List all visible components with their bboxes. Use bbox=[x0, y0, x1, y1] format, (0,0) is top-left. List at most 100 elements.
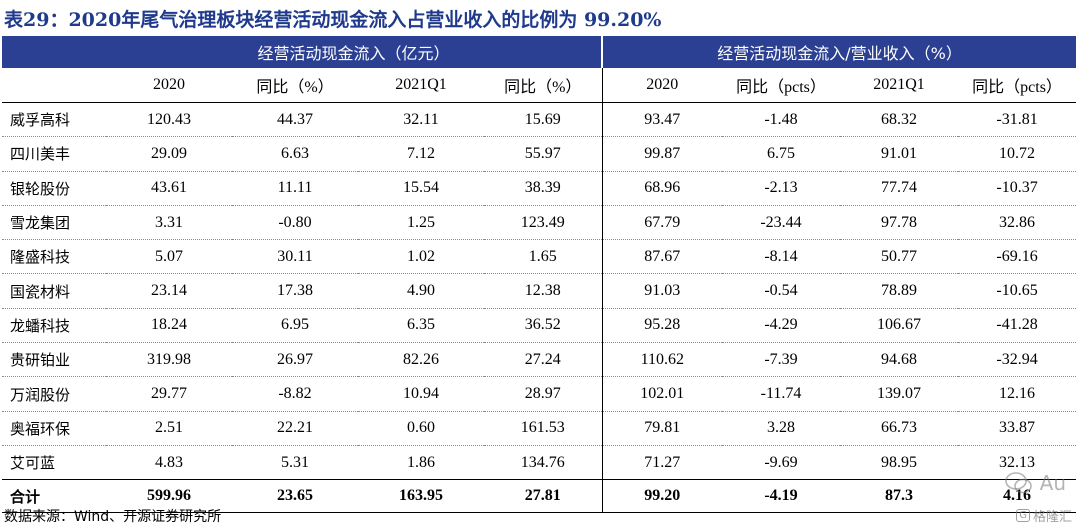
table-row: 龙蟠科技 18.24 6.95 6.35 36.52 95.28 -4.29 106.67 -4… bbox=[2, 308, 1077, 344]
total-cell: 23.65 bbox=[232, 479, 358, 514]
table-row: 四川美丰 29.09 6.63 7.12 55.97 99.87 6.75 91.01 10.7… bbox=[2, 136, 1077, 172]
table-cell: 36.52 bbox=[484, 308, 603, 344]
company-name: 万润股份 bbox=[2, 376, 106, 412]
total-cell: 99.20 bbox=[601, 479, 723, 514]
table-cell: 32.11 bbox=[358, 102, 484, 138]
table-cell: 23.14 bbox=[106, 273, 232, 309]
column-header: 2020 bbox=[106, 68, 232, 103]
company-name: 艾可蓝 bbox=[2, 445, 106, 481]
total-cell: 27.81 bbox=[484, 479, 603, 514]
table-cell: 29.09 bbox=[106, 136, 232, 172]
table-cell: 139.07 bbox=[840, 376, 959, 412]
table-cell: -23.44 bbox=[722, 205, 841, 241]
table-cell: 93.47 bbox=[601, 102, 723, 138]
table-cell: 6.63 bbox=[232, 136, 358, 172]
company-name: 四川美丰 bbox=[2, 136, 106, 172]
table-cell: 2.51 bbox=[106, 411, 232, 446]
table-cell: 95.28 bbox=[601, 308, 723, 344]
table-cell: 15.69 bbox=[484, 102, 603, 138]
table-cell: 55.97 bbox=[484, 136, 603, 172]
table-row: 艾可蓝 4.83 5.31 1.86 134.76 71.27 -9.69 98.95 32.1… bbox=[2, 445, 1077, 481]
table-cell: 5.31 bbox=[232, 445, 358, 481]
column-header: 2021Q1 bbox=[840, 68, 959, 103]
table-cell: 68.32 bbox=[840, 102, 959, 138]
company-name: 威孚高科 bbox=[2, 102, 106, 138]
column-header: 同比（%） bbox=[484, 68, 603, 103]
source-note: 数据来源：Wind、开源证券研究所 bbox=[4, 509, 222, 525]
table-cell: 4.83 bbox=[106, 445, 232, 481]
table-cell: -7.39 bbox=[722, 342, 841, 378]
wechat-icon bbox=[1004, 472, 1032, 494]
group-header-blank bbox=[2, 36, 106, 68]
group-header-ratio: 经营活动现金流入/营业收入（%） bbox=[601, 36, 1077, 68]
watermark-logo: G 格隆汇 bbox=[1016, 506, 1072, 525]
total-cell: 87.3 bbox=[840, 479, 959, 514]
table-cell: -9.69 bbox=[722, 445, 841, 481]
table-row: 万润股份 29.77 -8.82 10.94 28.97 102.01 -11.74 139.… bbox=[2, 376, 1077, 412]
group-header-row: 经营活动现金流入（亿元） 经营活动现金流入/营业收入（%） bbox=[2, 36, 1077, 68]
table-cell: -69.16 bbox=[958, 239, 1077, 275]
table-cell: -1.48 bbox=[722, 102, 841, 138]
table-cell: -32.94 bbox=[958, 342, 1077, 378]
table-body: 威孚高科 120.43 44.37 32.11 15.69 93.47 -1.48 68.32… bbox=[2, 102, 1077, 481]
table-row: 银轮股份 43.61 11.11 15.54 38.39 68.96 -2.13 77.74-… bbox=[2, 171, 1077, 206]
company-name: 奥福环保 bbox=[2, 411, 106, 446]
table-cell: -8.82 bbox=[232, 376, 358, 412]
company-name: 隆盛科技 bbox=[2, 239, 106, 275]
table-row: 隆盛科技 5.07 30.11 1.02 1.65 87.67 -8.14 50.77 -69.… bbox=[2, 239, 1077, 275]
company-name: 国瓷材料 bbox=[2, 273, 106, 309]
table-row: 贵研铂业 319.98 26.97 82.26 27.24 110.62 -7.39 94.6… bbox=[2, 342, 1077, 378]
table-cell: 38.39 bbox=[484, 171, 603, 206]
table-cell: -10.65 bbox=[958, 273, 1077, 309]
table-cell: 1.86 bbox=[358, 445, 484, 481]
table-cell: -8.14 bbox=[722, 239, 841, 275]
table-cell: 68.96 bbox=[601, 171, 723, 206]
table-cell: 22.21 bbox=[232, 411, 358, 446]
table-cell: 97.78 bbox=[840, 205, 959, 241]
column-header: 2021Q1 bbox=[358, 68, 484, 103]
table-cell: 44.37 bbox=[232, 102, 358, 138]
table-cell: -0.80 bbox=[232, 205, 358, 241]
table-cell: 1.65 bbox=[484, 239, 603, 275]
column-header: 同比（%） bbox=[232, 68, 358, 103]
table-cell: 7.12 bbox=[358, 136, 484, 172]
table-cell: 29.77 bbox=[106, 376, 232, 412]
table-cell: -41.28 bbox=[958, 308, 1077, 344]
table-cell: -0.54 bbox=[722, 273, 841, 309]
table-cell: 50.77 bbox=[840, 239, 959, 275]
table-cell: 98.95 bbox=[840, 445, 959, 481]
table-cell: 12.16 bbox=[958, 376, 1077, 412]
total-cell: -4.19 bbox=[722, 479, 841, 514]
company-name: 雪龙集团 bbox=[2, 205, 106, 241]
data-table: 经营活动现金流入（亿元） 经营活动现金流入/营业收入（%） 2020 同比（%）… bbox=[2, 36, 1077, 514]
total-label: 合计 bbox=[2, 479, 106, 514]
table-cell: 123.49 bbox=[484, 205, 603, 241]
table-cell: -11.74 bbox=[722, 376, 841, 412]
table-cell: 134.76 bbox=[484, 445, 603, 481]
table-cell: 3.28 bbox=[722, 411, 841, 446]
table-cell: 6.75 bbox=[722, 136, 841, 172]
table-cell: 43.61 bbox=[106, 171, 232, 206]
table-cell: 161.53 bbox=[484, 411, 603, 446]
table-cell: 120.43 bbox=[106, 102, 232, 138]
table-cell: 82.26 bbox=[358, 342, 484, 378]
table-cell: 91.03 bbox=[601, 273, 723, 309]
column-header bbox=[2, 68, 106, 103]
table-cell: 10.94 bbox=[358, 376, 484, 412]
watermark: Au bbox=[1004, 470, 1066, 496]
table-cell: 26.97 bbox=[232, 342, 358, 378]
table-cell: 67.79 bbox=[601, 205, 723, 241]
table-cell: 91.01 bbox=[840, 136, 959, 172]
table-cell: 18.24 bbox=[106, 308, 232, 344]
table-cell: 32.13 bbox=[958, 445, 1077, 481]
watermark-text: Au bbox=[1039, 471, 1066, 495]
watermark-badge: G bbox=[1016, 509, 1030, 522]
table-cell: 99.87 bbox=[601, 136, 723, 172]
table-cell: 6.35 bbox=[358, 308, 484, 344]
company-name: 龙蟠科技 bbox=[2, 308, 106, 344]
total-cell: 4.16 bbox=[958, 479, 1077, 514]
table-row: 威孚高科 120.43 44.37 32.11 15.69 93.47 -1.48 68.32… bbox=[2, 102, 1077, 138]
table-row: 国瓷材料 23.14 17.38 4.90 12.38 91.03 -0.54 78.89 -1… bbox=[2, 273, 1077, 309]
column-header: 同比（pcts） bbox=[958, 68, 1077, 103]
total-row: 合计 599.96 23.65 163.95 27.81 99.20 -4.19… bbox=[2, 479, 1077, 514]
